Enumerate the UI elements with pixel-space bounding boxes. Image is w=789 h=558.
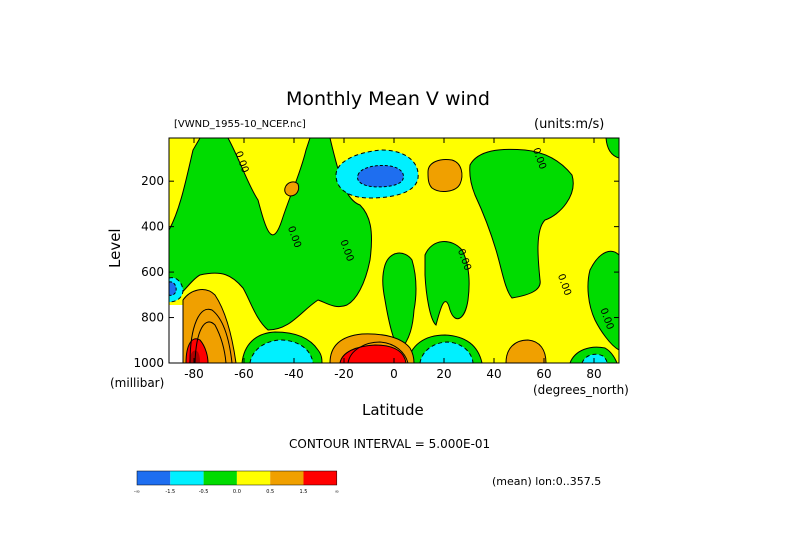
cyan-region-surface-s (249, 339, 314, 363)
x-unit-label: (degrees_north) (533, 383, 629, 397)
x-tick-label: -60 (234, 367, 254, 381)
mean-note: (mean) lon:0..357.5 (492, 475, 602, 488)
units-label: (units:m/s) (534, 117, 605, 132)
x-tick-label: 0 (390, 367, 398, 381)
x-tick-label: 40 (486, 367, 501, 381)
y-axis-title: Level (106, 228, 124, 268)
green-region-eq (382, 252, 417, 351)
colorbar-swatch (170, 471, 204, 485)
green-region-nh-upper (469, 148, 574, 299)
colorbar: -∞ -1.5 -0.5 0.0 0.5 1.5 ∞ (134, 470, 339, 495)
cyan-region-surface-n (419, 341, 474, 363)
contour-line (347, 341, 409, 363)
missing-data-patch (169, 305, 183, 363)
chart-title: Monthly Mean V wind (286, 88, 490, 110)
y-tick-label: 200 (141, 174, 164, 188)
blue-region-pole-s (169, 281, 177, 296)
y-tick-label: 1000 (133, 356, 164, 370)
y-unit-label: (millibar) (110, 376, 165, 390)
colorbar-label: ∞ (335, 489, 339, 495)
x-tick-label: 60 (536, 367, 551, 381)
y-tick-label: 400 (141, 220, 164, 234)
colorbar-label: -∞ (134, 489, 140, 495)
colorbar-swatch (236, 471, 271, 485)
colorbar-swatch (303, 471, 337, 485)
x-tick-label: -80 (184, 367, 204, 381)
colorbar-label: 0.5 (266, 489, 274, 495)
colorbar-swatch (137, 471, 171, 485)
y-tick-label: 600 (141, 265, 164, 279)
colorbar-label: 0.0 (233, 489, 241, 495)
x-axis-ticks: -80 -60 -40 -20 0 20 40 60 80 (184, 138, 602, 381)
x-tick-label: 20 (436, 367, 451, 381)
colorbar-label: -1.5 (165, 489, 175, 495)
colorbar-label: 1.5 (300, 489, 308, 495)
contour-interval-label: CONTOUR INTERVAL = 5.000E-01 (289, 437, 491, 451)
orange-region-upper-eq (427, 159, 463, 192)
green-region-pole-n (587, 250, 619, 351)
y-axis-ticks: 200 400 600 800 1000 (133, 174, 619, 370)
green-region-top-n (605, 138, 619, 159)
contour-field (169, 138, 619, 363)
green-region-sh (169, 138, 373, 331)
x-tick-label: 80 (586, 367, 601, 381)
y-tick-label: 800 (141, 311, 164, 325)
x-tick-label: -20 (334, 367, 354, 381)
colorbar-swatch (270, 471, 304, 485)
dark-red-core-pole-s (189, 350, 200, 363)
colorbar-swatch (203, 471, 237, 485)
colorbar-label: -0.5 (199, 489, 209, 495)
green-region-nh-mid (424, 241, 470, 326)
orange-region-surface-n (505, 339, 547, 363)
colorbar-frame (136, 470, 338, 486)
blue-region-upper (357, 165, 404, 188)
contour-line (189, 308, 233, 363)
contour-line (194, 321, 227, 363)
x-tick-label: -40 (284, 367, 304, 381)
file-label: [VWND_1955-10_NCEP.nc] (174, 119, 306, 130)
x-axis-title: Latitude (362, 401, 424, 419)
orange-region-upper-s (284, 181, 300, 197)
